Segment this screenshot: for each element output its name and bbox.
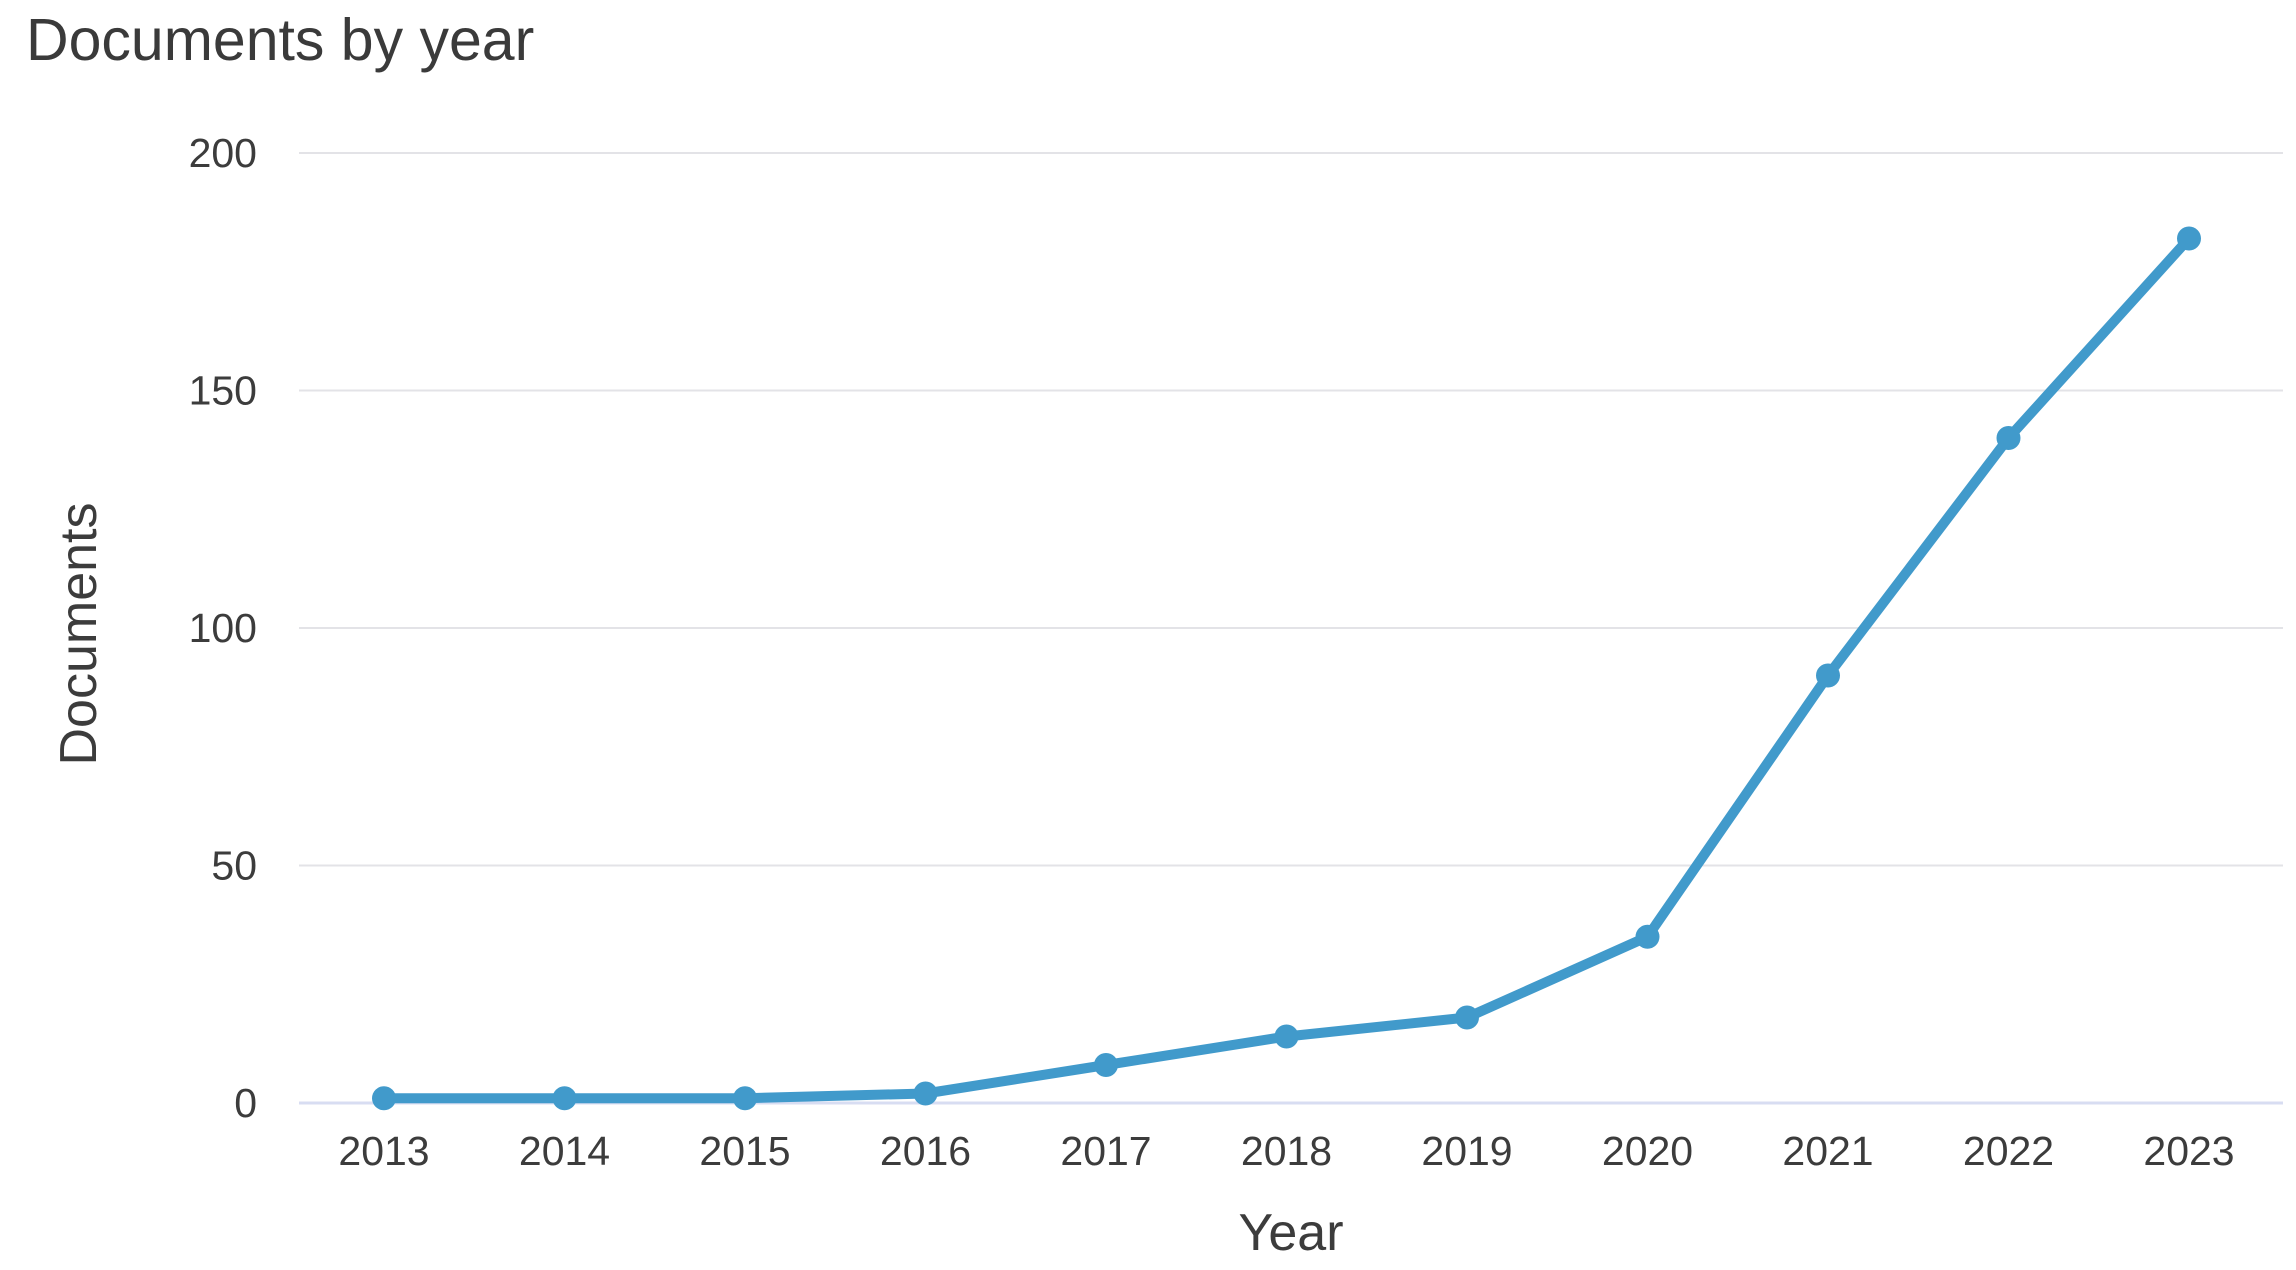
x-tick-label: 2023	[2143, 1128, 2234, 1174]
x-tick-label: 2014	[519, 1128, 610, 1174]
y-tick-label: 200	[189, 130, 257, 176]
x-tick-label: 2017	[1060, 1128, 1151, 1174]
y-tick-label: 50	[211, 843, 257, 889]
x-tick-label: 2016	[880, 1128, 971, 1174]
data-point-2014[interactable]	[552, 1086, 577, 1111]
x-axis-title: Year	[1238, 1204, 1344, 1262]
data-point-2022[interactable]	[1996, 426, 2021, 450]
trend-line	[379, 233, 2194, 1104]
data-point-2015[interactable]	[733, 1086, 757, 1111]
y-tick-label: 150	[189, 368, 257, 414]
gridlines-group	[299, 152, 2283, 1105]
data-point-2021[interactable]	[1816, 663, 1840, 688]
x-tick-labels-group: 2013 2014 2015 2016 2017 2018 2019 2020 2021 2022…	[338, 1128, 2234, 1174]
y-tick-labels-group: 0 50 100 150 200	[189, 130, 257, 1126]
data-point-2020[interactable]	[1635, 924, 1660, 949]
x-tick-label: 2015	[699, 1128, 790, 1174]
x-tick-label: 2021	[1782, 1128, 1873, 1174]
x-tick-label: 2013	[338, 1128, 429, 1174]
data-point-2018[interactable]	[1274, 1024, 1299, 1049]
x-tick-label: 2022	[1963, 1128, 2054, 1174]
data-point-2016[interactable]	[913, 1081, 938, 1106]
data-series-group	[372, 226, 2201, 1111]
data-point-2019[interactable]	[1455, 1005, 1479, 1030]
x-tick-label: 2018	[1241, 1128, 1332, 1174]
x-tick-label: 2020	[1602, 1128, 1693, 1174]
data-point-2023[interactable]	[2177, 226, 2201, 251]
data-point-2013[interactable]	[372, 1086, 396, 1111]
y-tick-label: 0	[234, 1080, 257, 1126]
data-point-2017[interactable]	[1094, 1053, 1118, 1077]
y-tick-label: 100	[189, 605, 257, 651]
x-tick-label: 2019	[1421, 1128, 1512, 1174]
chart-title: Documents by year	[26, 7, 535, 73]
